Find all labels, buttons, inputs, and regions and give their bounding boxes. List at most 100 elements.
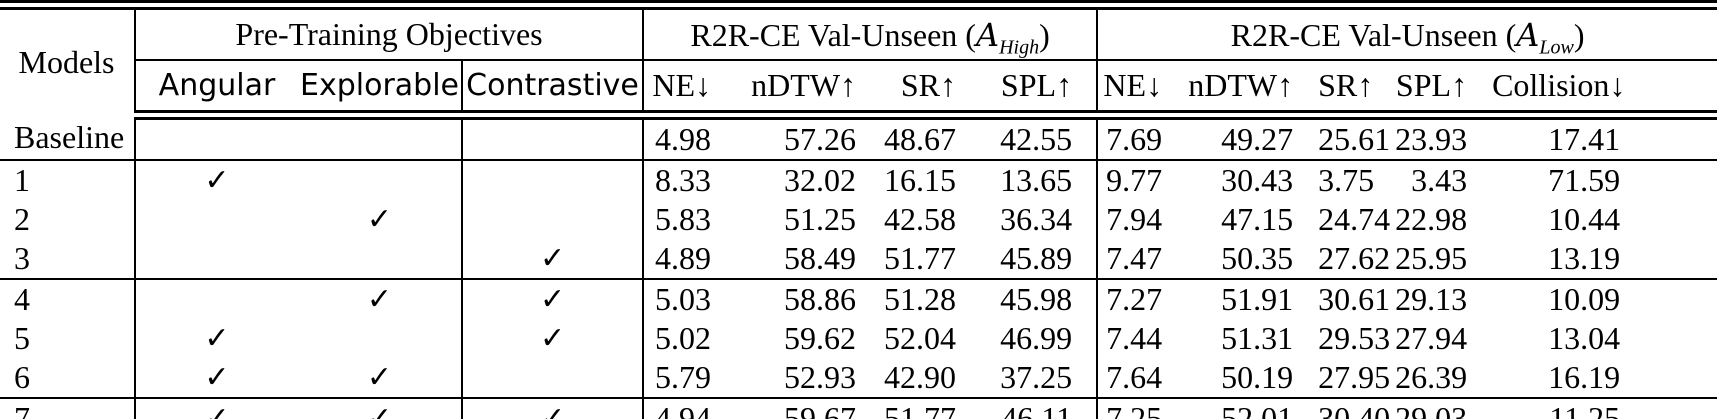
angular-empty-cell bbox=[135, 115, 298, 161]
metric-value-low-0: 7.44 bbox=[1106, 320, 1163, 356]
metric-value-low-2: 30.61 bbox=[1318, 281, 1391, 317]
contrastive-empty-cell bbox=[460, 160, 645, 200]
metric-value-high-1: 57.26 bbox=[735, 115, 881, 161]
explorable-empty-cell bbox=[298, 160, 462, 200]
table-row-model-4: 4 ✓ ✓ 5.03 58.86 51.28 45.98 7.27 51.91 30.61 29.1… bbox=[0, 279, 1717, 319]
metric-value-low-0: 7.27 bbox=[1106, 281, 1163, 317]
metric-value-low-3: 27.94 bbox=[1395, 320, 1468, 356]
table-row-model-6: 6 ✓ ✓ 5.79 52.93 42.90 37.25 7.64 50.19 27.95 26.3… bbox=[0, 358, 1717, 399]
group-header-low: R2R-CE Val-Unseen (ALow) bbox=[1097, 0, 1717, 61]
metric-value-high-0: 8.33 bbox=[655, 162, 712, 198]
metric-value-low-2: 30.40 bbox=[1317, 398, 1392, 419]
explorable-empty-cell bbox=[298, 115, 462, 161]
group-header-high-subscript: High bbox=[999, 35, 1040, 58]
col-header-ne-low: NE↓ bbox=[1097, 60, 1187, 120]
model-name: 7 bbox=[0, 398, 136, 419]
metric-value-high-0: 5.02 bbox=[655, 320, 712, 356]
group-header-high: R2R-CE Val-Unseen (AHigh) bbox=[643, 0, 1099, 61]
sub-header-row: Angular Explorable Contrastive NE↓ nDTW↑… bbox=[0, 60, 1717, 120]
metric-value-high-1: 58.49 bbox=[735, 239, 881, 280]
contrastive-checkmark-icon: ✓ bbox=[460, 279, 645, 319]
script-a-symbol: A bbox=[1516, 15, 1540, 54]
explorable-checkmark-icon: ✓ bbox=[298, 358, 462, 399]
metric-value-high-3: 46.11 bbox=[980, 398, 1099, 419]
metric-value-low-1: 49.27 bbox=[1186, 115, 1318, 161]
angular-checkmark-icon: ✓ bbox=[135, 358, 298, 399]
metric-value-low-4: 10.44 bbox=[1548, 201, 1621, 237]
metric-value-low-1: 47.15 bbox=[1221, 201, 1294, 237]
table-body: Baseline 4.98 57.26 48.67 42.55 7.69 49.27 25.6… bbox=[0, 115, 1717, 419]
metric-value-high-1: 59.62 bbox=[784, 320, 857, 356]
model-name: 5 bbox=[0, 319, 136, 358]
metric-value-high-3: 45.89 bbox=[980, 239, 1099, 280]
col-header-spl-high: SPL↑ bbox=[980, 60, 1099, 120]
angular-checkmark-icon: ✓ bbox=[135, 398, 298, 419]
metric-value-high-2: 52.04 bbox=[884, 320, 957, 356]
col-header-sr-high: SR↑ bbox=[880, 60, 981, 120]
metric-value-low-2: 29.53 bbox=[1318, 320, 1391, 356]
col-header-explorable: Explorable bbox=[298, 60, 462, 120]
metric-value-high-2: 51.28 bbox=[884, 281, 957, 317]
model-name: 2 bbox=[0, 200, 136, 239]
metric-value-low-0: 7.69 bbox=[1097, 115, 1187, 161]
group-header-pretraining: Pre-Training Objectives bbox=[135, 0, 645, 61]
metric-value-high-1: 32.02 bbox=[784, 162, 857, 198]
metric-value-low-0: 7.64 bbox=[1097, 358, 1187, 399]
metric-value-low-1: 52.01 bbox=[1186, 398, 1318, 419]
col-header-sr-low: SR↑ bbox=[1317, 60, 1392, 120]
metric-value-low-4: 13.19 bbox=[1491, 239, 1717, 280]
angular-empty-cell bbox=[135, 239, 298, 280]
metric-value-low-4: 10.09 bbox=[1548, 281, 1621, 317]
metric-value-low-1: 30.43 bbox=[1221, 162, 1294, 198]
col-header-ndtw-high: nDTW↑ bbox=[735, 60, 881, 120]
col-header-ne-high: NE↓ bbox=[643, 60, 736, 120]
metric-value-high-0: 4.98 bbox=[643, 115, 736, 161]
metric-value-low-2: 25.61 bbox=[1317, 115, 1392, 161]
metric-value-low-4: 16.19 bbox=[1491, 358, 1717, 399]
metric-value-low-2: 24.74 bbox=[1318, 201, 1391, 237]
metric-value-high-2: 42.58 bbox=[884, 201, 957, 237]
table-row-model-3: 3 ✓ 4.89 58.49 51.77 45.89 7.47 50.35 27.62 25.95… bbox=[0, 239, 1717, 280]
metric-value-high-0: 4.94 bbox=[643, 398, 736, 419]
table-row-model-baseline: Baseline 4.98 57.26 48.67 42.55 7.69 49.27 25.6… bbox=[0, 115, 1717, 161]
table-header: Models Pre-Training Objectives R2R-CE Va… bbox=[0, 0, 1717, 120]
angular-checkmark-icon: ✓ bbox=[204, 321, 230, 356]
metric-value-low-2: 27.62 bbox=[1317, 239, 1392, 280]
metric-value-low-4: 13.04 bbox=[1548, 320, 1621, 356]
contrastive-empty-cell bbox=[460, 358, 645, 399]
metric-value-low-1: 50.19 bbox=[1186, 358, 1318, 399]
metric-value-high-2: 51.77 bbox=[880, 239, 981, 280]
metric-value-high-3: 37.25 bbox=[980, 358, 1099, 399]
metric-value-low-3: 26.39 bbox=[1391, 358, 1492, 399]
metric-value-low-3: 3.43 bbox=[1411, 162, 1468, 198]
script-a-symbol: A bbox=[975, 15, 1000, 54]
metric-value-high-2: 42.90 bbox=[880, 358, 981, 399]
group-header-low-prefix: R2R-CE Val-Unseen ( bbox=[1230, 16, 1517, 53]
metric-value-high-2: 51.77 bbox=[880, 398, 981, 419]
contrastive-checkmark-icon: ✓ bbox=[460, 398, 645, 419]
group-header-row: Models Pre-Training Objectives R2R-CE Va… bbox=[0, 0, 1717, 115]
col-header-contrastive: Contrastive bbox=[460, 60, 645, 120]
model-name: 4 bbox=[0, 279, 136, 319]
metric-value-high-0: 5.83 bbox=[655, 201, 712, 237]
col-header-spl-low: SPL↑ bbox=[1391, 60, 1492, 120]
group-header-low-subscript: Low bbox=[1539, 35, 1574, 58]
contrastive-checkmark-icon: ✓ bbox=[460, 239, 645, 280]
metric-value-low-4: 11.25 bbox=[1491, 398, 1717, 419]
metric-value-high-0: 4.89 bbox=[643, 239, 736, 280]
metric-value-high-3: 13.65 bbox=[980, 160, 1099, 200]
col-header-models: Models bbox=[0, 0, 136, 115]
metric-value-high-2: 16.15 bbox=[884, 162, 957, 198]
group-header-high-prefix: R2R-CE Val-Unseen ( bbox=[690, 16, 976, 53]
contrastive-checkmark-icon: ✓ bbox=[460, 319, 645, 358]
model-name: 3 bbox=[0, 239, 136, 280]
metric-value-high-1: 59.67 bbox=[735, 398, 881, 419]
group-header-high-suffix: ) bbox=[1039, 16, 1050, 53]
col-header-collision-low: Collision↓ bbox=[1491, 60, 1717, 120]
model-name: 6 bbox=[0, 358, 136, 399]
metric-value-low-2: 27.95 bbox=[1317, 358, 1392, 399]
metric-value-high-3: 45.98 bbox=[980, 279, 1099, 319]
metric-value-high-3: 36.34 bbox=[980, 200, 1099, 239]
group-header-low-suffix: ) bbox=[1573, 16, 1585, 53]
